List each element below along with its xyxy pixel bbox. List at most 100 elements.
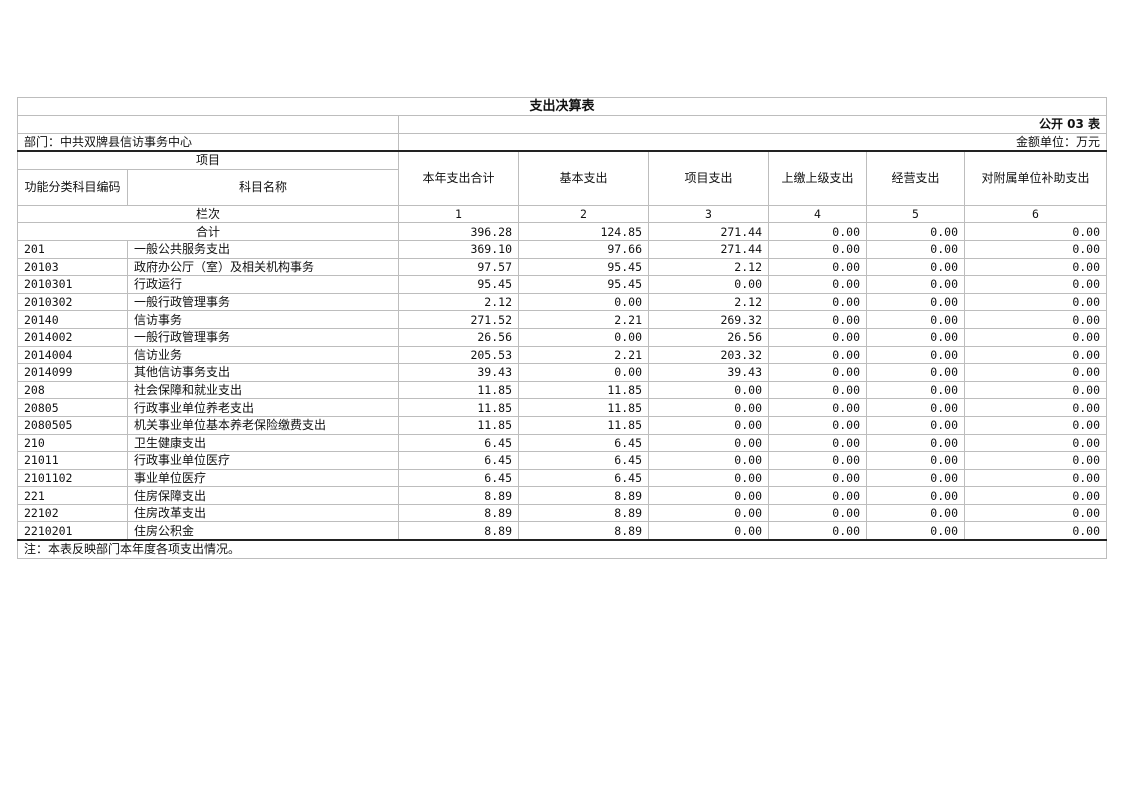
row-code: 221 <box>17 486 128 505</box>
row-value: 0.00 <box>768 433 867 453</box>
table-row: 210 卫生健康支出 6.45 6.45 0.00 0.00 0.00 0.00 <box>17 433 1108 453</box>
row-value: 11.85 <box>398 398 519 417</box>
row-code: 22102 <box>17 503 128 523</box>
row-code: 208 <box>17 380 128 400</box>
row-name: 住房公积金 <box>127 521 399 542</box>
row-code: 210 <box>17 433 128 453</box>
row-value: 6.45 <box>518 468 649 488</box>
row-name: 住房保障支出 <box>127 486 399 505</box>
unit-label: 金额单位：万元 <box>397 132 1108 153</box>
row-value: 271.44 <box>648 239 769 259</box>
row-value: 0.00 <box>768 310 867 329</box>
column-index-2: 2 <box>518 204 649 224</box>
table-row: 2014004 信访业务 205.53 2.21 203.32 0.00 0.00 0.00 <box>17 345 1108 365</box>
row-value: 0.00 <box>866 468 965 488</box>
total-label: 合计 <box>17 222 399 241</box>
table-row: 20103 政府办公厅（室）及相关机构事务 97.57 95.45 2.12 0.00 0.… <box>17 257 1108 277</box>
table-row: 2014099 其他信访事务支出 39.43 0.00 39.43 0.00 0.00 0.0… <box>17 363 1108 382</box>
row-value: 95.45 <box>518 275 649 294</box>
total-value: 0.00 <box>963 222 1108 241</box>
row-value: 0.00 <box>866 415 965 435</box>
row-value: 26.56 <box>398 327 519 347</box>
row-value: 11.85 <box>518 398 649 417</box>
row-name: 信访业务 <box>127 345 399 365</box>
row-value: 203.32 <box>648 345 769 365</box>
column-index-5: 5 <box>866 204 965 224</box>
row-value: 0.00 <box>963 468 1108 488</box>
row-code: 20140 <box>17 310 128 329</box>
row-name: 信访事务 <box>127 310 399 329</box>
row-value: 11.85 <box>398 415 519 435</box>
row-value: 0.00 <box>768 292 867 312</box>
row-code: 2080505 <box>17 415 128 435</box>
table-row: 2080505 机关事业单位基本养老保险缴费支出 11.85 11.85 0.00 0.0… <box>17 415 1108 435</box>
row-value: 0.00 <box>963 345 1108 365</box>
row-value: 0.00 <box>866 503 965 523</box>
row-name: 一般行政管理事务 <box>127 292 399 312</box>
row-code: 2014004 <box>17 345 128 365</box>
row-value: 0.00 <box>963 415 1108 435</box>
row-name: 社会保障和就业支出 <box>127 380 399 400</box>
expenditure-table: 支出决算表 公开 03 表 部门：中共双牌县信访事务中心 金额单位：万元 项目 本… <box>16 97 1108 559</box>
row-value: 39.43 <box>398 363 519 382</box>
row-value: 39.43 <box>648 363 769 382</box>
row-value: 0.00 <box>518 292 649 312</box>
row-value: 0.00 <box>768 398 867 417</box>
row-value: 11.85 <box>518 415 649 435</box>
row-value: 0.00 <box>963 363 1108 382</box>
table-row: 208 社会保障和就业支出 11.85 11.85 0.00 0.00 0.00 0.00 <box>17 380 1108 400</box>
row-value: 269.32 <box>648 310 769 329</box>
header-col-6: 对附属单位补助支出 <box>963 150 1108 206</box>
row-code: 20805 <box>17 398 128 417</box>
row-value: 2.12 <box>648 292 769 312</box>
row-name: 住房改革支出 <box>127 503 399 523</box>
row-value: 0.00 <box>963 292 1108 312</box>
row-value: 0.00 <box>963 327 1108 347</box>
header-col-2: 基本支出 <box>518 150 649 206</box>
row-value: 11.85 <box>398 380 519 400</box>
row-name: 行政事业单位医疗 <box>127 451 399 470</box>
row-value: 0.00 <box>866 239 965 259</box>
column-index-label: 栏次 <box>17 204 399 224</box>
row-value: 0.00 <box>768 257 867 277</box>
table-title: 支出决算表 <box>16 97 1108 116</box>
header-col-1: 本年支出合计 <box>398 150 519 206</box>
table-row: 21011 行政事业单位医疗 6.45 6.45 0.00 0.00 0.00 0.00 <box>17 451 1108 470</box>
row-code: 2210201 <box>17 521 128 542</box>
row-value: 2.12 <box>398 292 519 312</box>
row-code: 201 <box>17 239 128 259</box>
header-col-5: 经营支出 <box>866 150 965 206</box>
row-value: 97.57 <box>398 257 519 277</box>
row-value: 0.00 <box>518 327 649 347</box>
row-value: 2.21 <box>518 345 649 365</box>
row-value: 0.00 <box>768 275 867 294</box>
row-value: 8.89 <box>398 486 519 505</box>
row-name: 一般公共服务支出 <box>127 239 399 259</box>
table-row: 2101102 事业单位医疗 6.45 6.45 0.00 0.00 0.00 0.00 <box>17 468 1108 488</box>
column-index-1: 1 <box>398 204 519 224</box>
row-value: 0.00 <box>866 380 965 400</box>
row-value: 0.00 <box>866 257 965 277</box>
row-name: 政府办公厅（室）及相关机构事务 <box>127 257 399 277</box>
header-item: 项目 <box>17 150 399 170</box>
row-value: 6.45 <box>398 451 519 470</box>
row-name: 卫生健康支出 <box>127 433 399 453</box>
row-value: 205.53 <box>398 345 519 365</box>
row-value: 0.00 <box>768 345 867 365</box>
row-value: 95.45 <box>398 275 519 294</box>
total-value: 396.28 <box>398 222 519 241</box>
table-row: 221 住房保障支出 8.89 8.89 0.00 0.00 0.00 0.00 <box>17 486 1108 505</box>
row-value: 8.89 <box>518 486 649 505</box>
row-value: 0.00 <box>768 521 867 542</box>
row-value: 0.00 <box>768 380 867 400</box>
row-value: 6.45 <box>398 468 519 488</box>
row-value: 0.00 <box>768 239 867 259</box>
row-value: 0.00 <box>866 521 965 542</box>
row-value: 26.56 <box>648 327 769 347</box>
row-value: 8.89 <box>518 503 649 523</box>
row-value: 0.00 <box>866 398 965 417</box>
row-value: 2.21 <box>518 310 649 329</box>
row-value: 97.66 <box>518 239 649 259</box>
row-code: 20103 <box>17 257 128 277</box>
table-row: 22102 住房改革支出 8.89 8.89 0.00 0.00 0.00 0.00 <box>17 503 1108 523</box>
